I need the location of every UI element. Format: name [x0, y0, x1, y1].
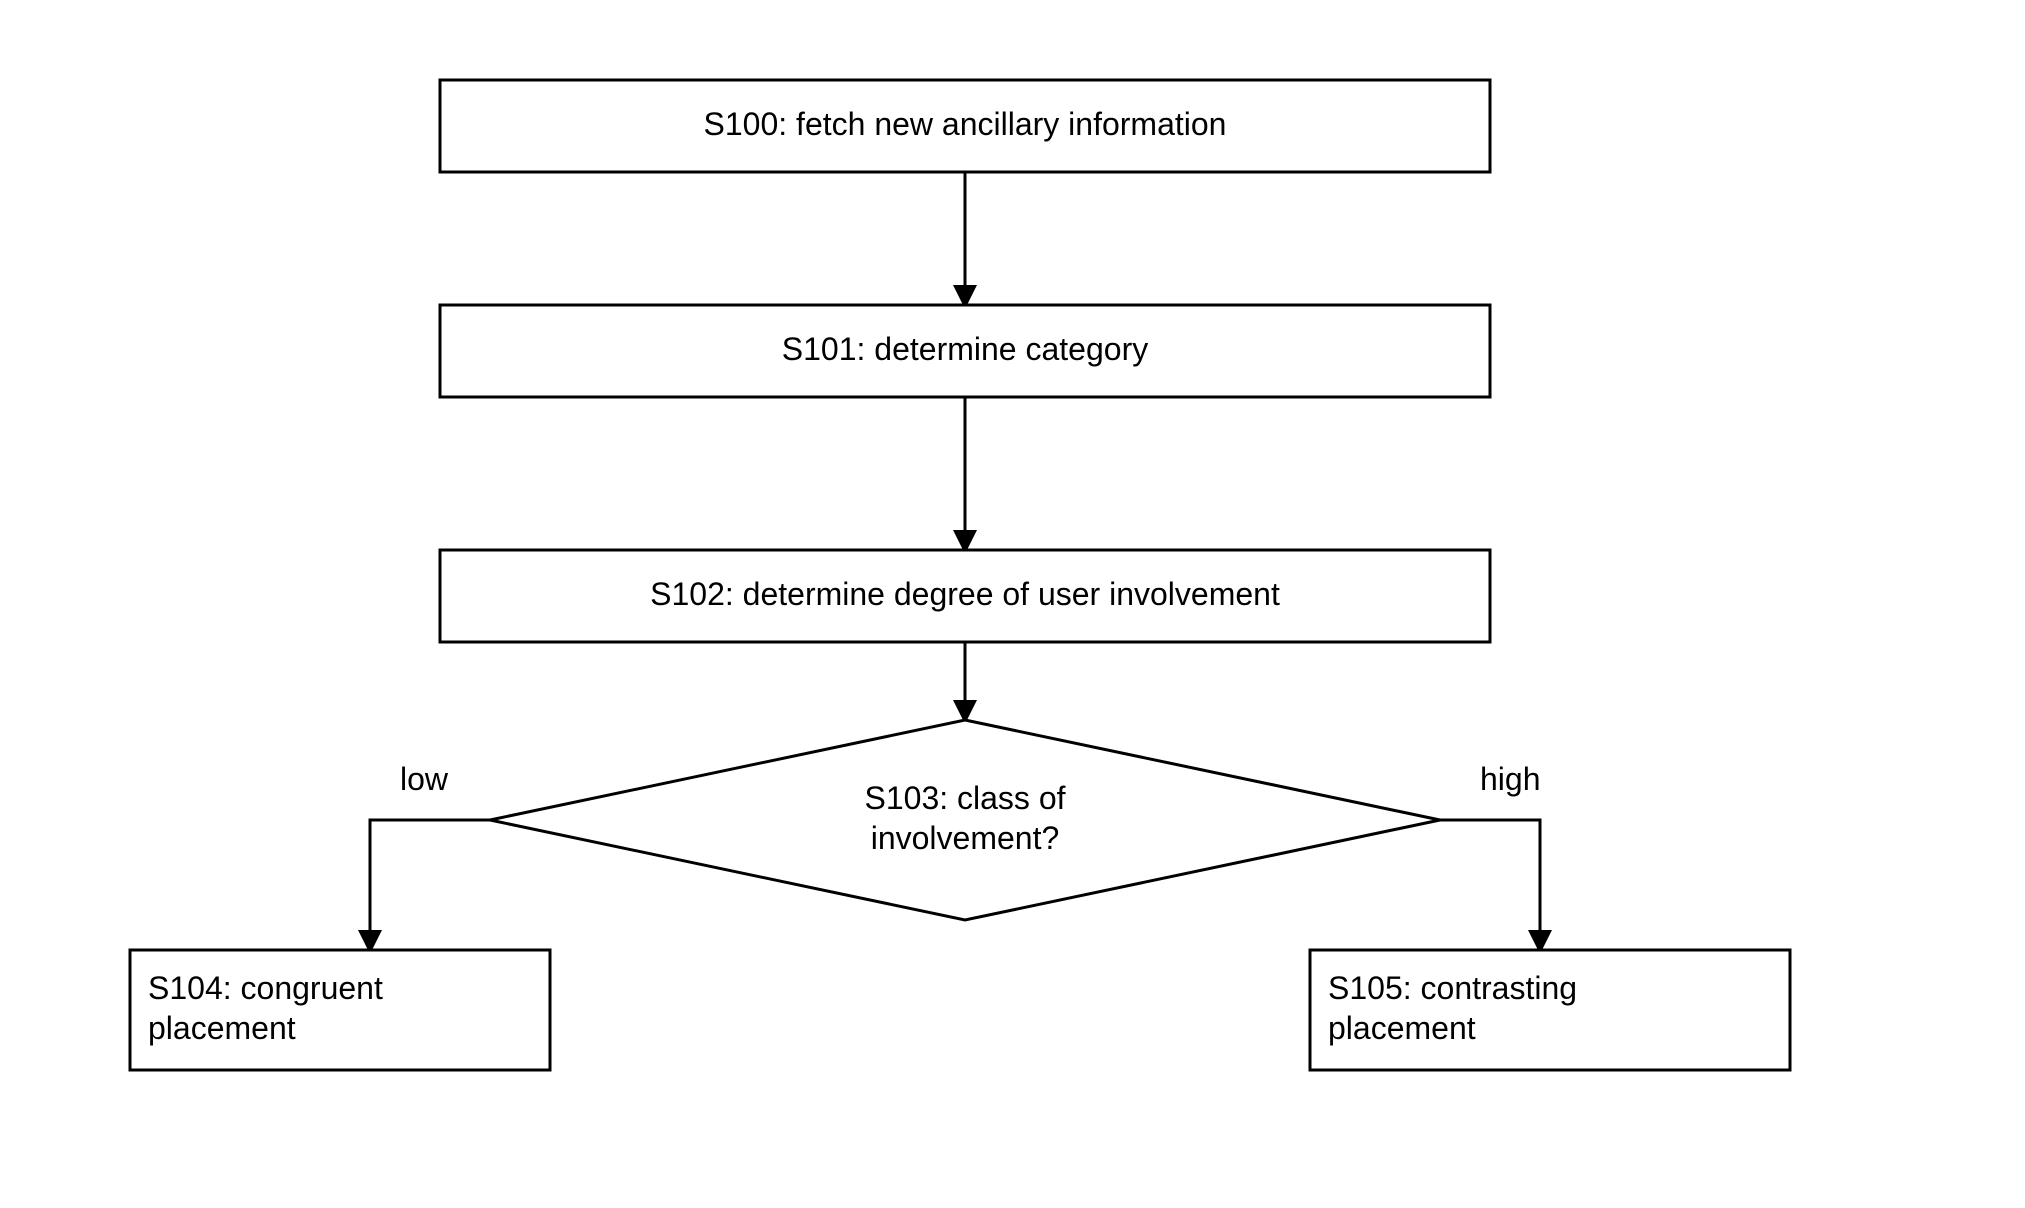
node-s100-text: S100: fetch new ancillary information: [704, 106, 1227, 142]
edge-s103-s105: [1440, 820, 1540, 950]
node-s104-text: placement: [148, 1010, 296, 1046]
node-s102-text: S102: determine degree of user involveme…: [650, 576, 1280, 612]
edge-label-low: low: [400, 761, 449, 797]
node-s101-text: S101: determine category: [782, 331, 1148, 367]
edge-s103-s104: [370, 820, 490, 950]
node-s105-text: S105: contrasting: [1328, 970, 1577, 1006]
node-s105-text: placement: [1328, 1010, 1476, 1046]
edge-label-high: high: [1480, 761, 1541, 797]
flowchart-canvas: low high S100: fetch new ancillary informa…: [0, 0, 2025, 1208]
node-s104-text: S104: congruent: [148, 970, 383, 1006]
node-s103-text: S103: class of: [865, 780, 1066, 816]
node-s103-text: involvement?: [871, 820, 1060, 856]
